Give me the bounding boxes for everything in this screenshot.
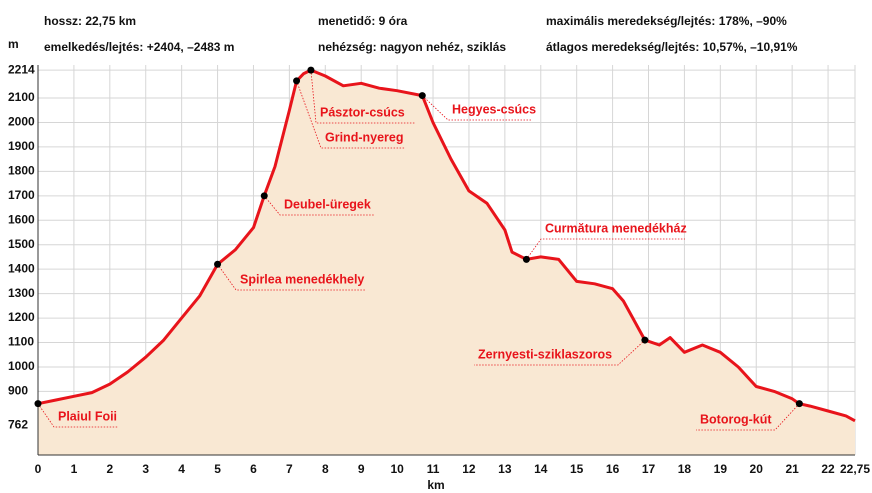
x-tick-label: 20	[750, 462, 764, 476]
y-tick-label: 2100	[8, 90, 35, 104]
y-tick-label: 1500	[8, 237, 35, 251]
x-tick-label: 12	[462, 462, 476, 476]
waypoint-label: Deubel-üregek	[284, 197, 371, 211]
x-tick-label: 18	[678, 462, 692, 476]
x-tick-label: 11	[427, 462, 440, 476]
y-tick-label: 762	[8, 417, 28, 431]
x-tick-label: 7	[286, 462, 293, 476]
y-tick-label: 1900	[8, 139, 35, 153]
info-text: nehézség: nagyon nehéz, sziklás	[318, 40, 506, 54]
info-text: maximális meredekség/lejtés: 178%, –90%	[546, 14, 787, 28]
elevation-line	[37, 68, 856, 423]
y-tick-label: 1000	[8, 359, 35, 373]
leader-line	[474, 339, 646, 366]
x-tick-label: 1	[71, 462, 78, 476]
waypoint	[522, 255, 530, 263]
y-tick-label: 1300	[8, 286, 35, 300]
waypoint-label: Spirlea menedékhely	[240, 272, 364, 286]
waypoint-label: Curmătura menedékház	[545, 221, 687, 235]
leader-line	[526, 238, 685, 260]
y-tick-label: 2214	[8, 62, 35, 76]
y-tick-label: 1100	[8, 335, 34, 349]
x-tick-label: 5	[214, 462, 221, 476]
y-tick-label: 1600	[8, 212, 35, 226]
info-text: menetidő: 9 óra	[318, 14, 408, 28]
waypoint	[795, 400, 803, 408]
waypoint	[418, 92, 426, 100]
x-tick-label: 0	[35, 462, 42, 476]
y-tick-label: 1800	[8, 164, 35, 178]
x-tick-label: 22,75	[840, 462, 870, 476]
x-tick-label: 17	[642, 462, 656, 476]
x-tick-label: 2	[106, 462, 113, 476]
waypoint	[641, 336, 649, 344]
info-text: átlagos meredekség/lejtés: 10,57%, –10,9…	[546, 40, 798, 54]
leader-line	[217, 264, 365, 291]
x-tick-label: 9	[358, 462, 365, 476]
leader-line	[37, 403, 118, 428]
waypoint-label: Plaiul Foii	[58, 409, 117, 423]
info-text: emelkedés/lejtés: +2404, –2483 m	[44, 40, 234, 54]
x-tick-label: 6	[250, 462, 257, 476]
waypoint-label: Botorog-kút	[700, 412, 772, 426]
x-tick-label: 15	[570, 462, 584, 476]
y-tick-label: 1400	[8, 261, 35, 275]
waypoint	[293, 77, 301, 85]
y-tick-label: 900	[8, 384, 28, 398]
waypoint-label: Zernyesti-sziklaszoros	[478, 347, 612, 361]
x-tick-label: 8	[322, 462, 329, 476]
x-tick-label: 22	[821, 462, 835, 476]
waypoint-label: Pásztor-csúcs	[320, 105, 405, 119]
info-text: hossz: 22,75 km	[44, 14, 136, 28]
waypoint-label: Grind-nyereg	[325, 130, 404, 144]
leader-line	[263, 195, 374, 216]
x-tick-label: 14	[534, 462, 548, 476]
area-fill	[38, 70, 855, 455]
x-tick-label: 4	[178, 462, 185, 476]
x-tick-label: 3	[142, 462, 149, 476]
waypoint-label: Hegyes-csúcs	[452, 102, 536, 116]
y-tick-label: 2000	[8, 115, 35, 129]
waypoint	[260, 192, 268, 200]
y-tick-label: 1700	[8, 188, 35, 202]
y-tick-label: 1200	[8, 310, 35, 324]
x-axis-label: km	[427, 478, 444, 492]
leader-line	[421, 95, 532, 121]
waypoint	[34, 400, 42, 408]
leader-line	[296, 80, 405, 149]
x-tick-label: 19	[714, 462, 728, 476]
x-tick-label: 16	[606, 462, 620, 476]
y-axis-label: m	[8, 37, 19, 51]
waypoint	[307, 66, 315, 74]
waypoint	[214, 260, 222, 268]
x-tick-label: 10	[390, 462, 404, 476]
x-tick-label: 13	[498, 462, 512, 476]
x-tick-label: 21	[785, 462, 799, 476]
